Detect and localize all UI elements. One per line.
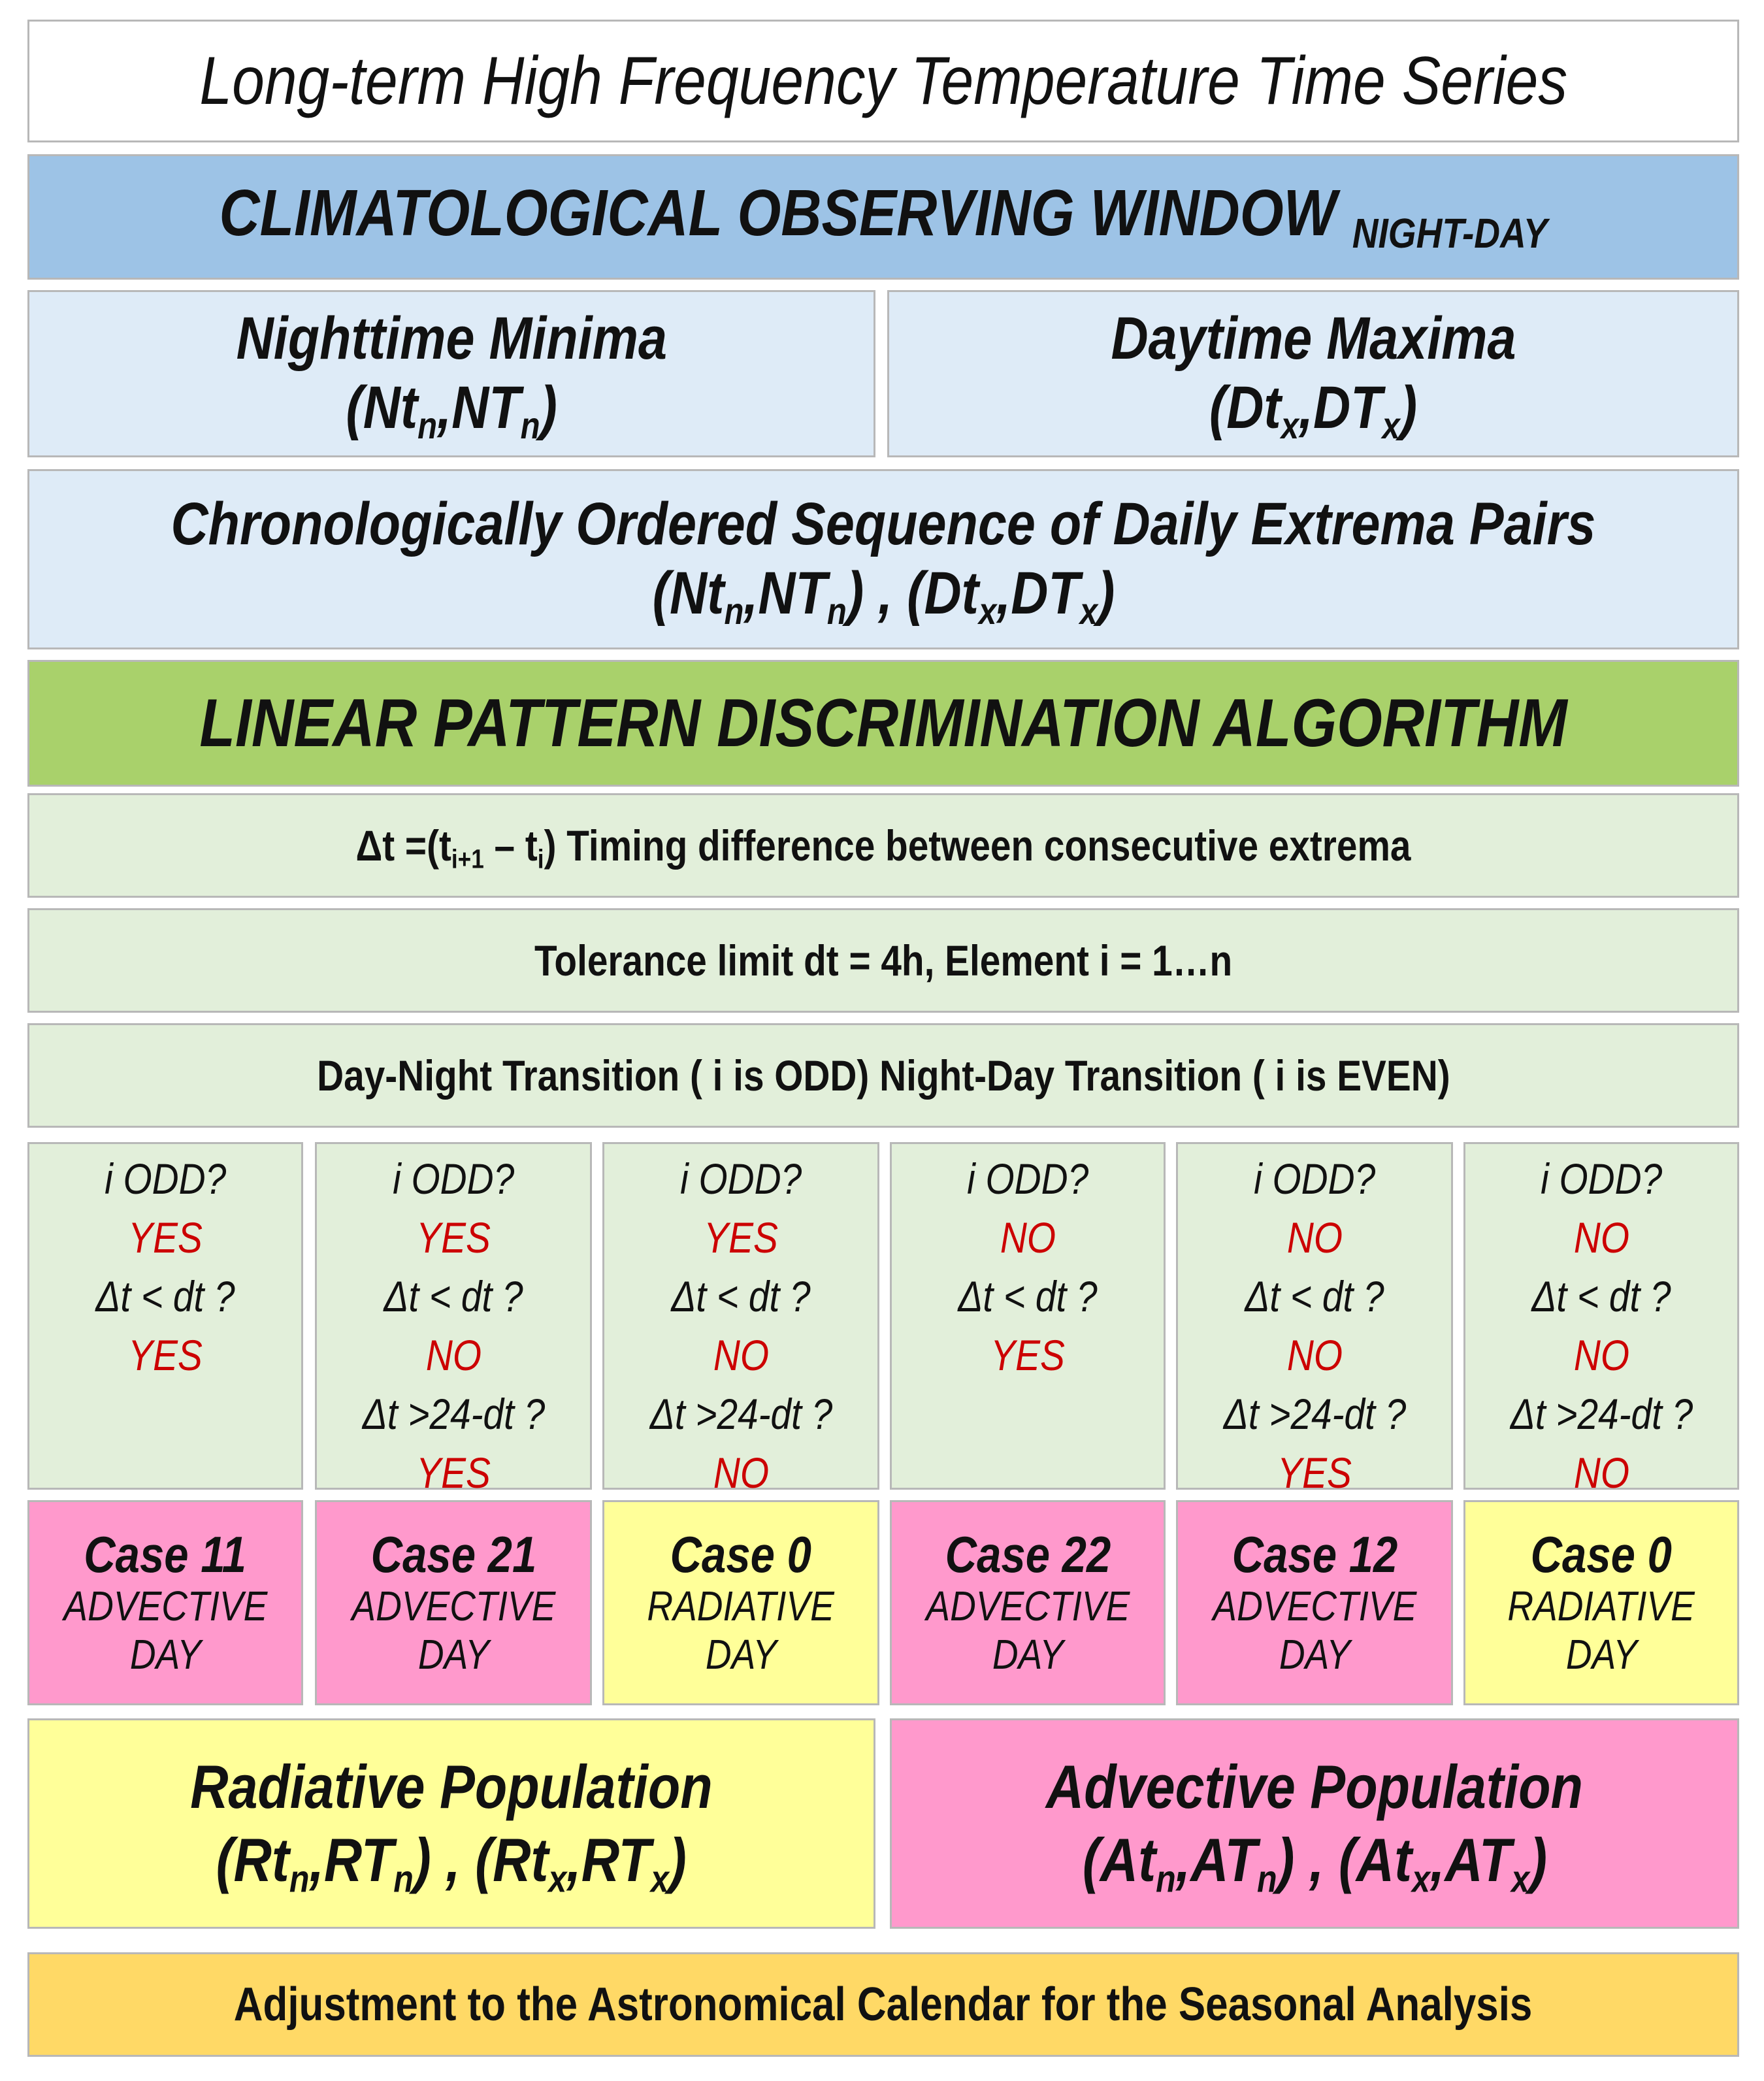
- question-greater-24-dt: Δt >24-dt ?: [1223, 1390, 1406, 1438]
- title-box: Long-term High Frequency Temperature Tim…: [27, 20, 1739, 142]
- answer-less-dt: NO: [1286, 1331, 1343, 1379]
- answer-less-dt: YES: [128, 1331, 203, 1379]
- answer-greater-24-dt: YES: [416, 1449, 491, 1497]
- case-box-5: Case 12 ADVECTIVE DAY: [1176, 1500, 1453, 1705]
- question-odd: i ODD?: [1540, 1155, 1663, 1203]
- observing-window-label: CLIMATOLOGICAL OBSERVING WINDOW NIGHT-DA…: [220, 176, 1548, 257]
- question-odd: i ODD?: [966, 1155, 1089, 1203]
- tolerance-label: Tolerance limit dt = 4h, Element i = 1…n: [534, 936, 1233, 985]
- question-odd: i ODD?: [679, 1155, 802, 1203]
- daytime-maxima-notation: (Dtx,DTx): [1209, 374, 1418, 447]
- answer-odd: YES: [704, 1213, 778, 1262]
- nighttime-minima-notation: (Ntn,NTn): [346, 374, 557, 447]
- transition-label: Day-Night Transition ( i is ODD) Night-D…: [316, 1051, 1450, 1100]
- question-less-dt: Δt < dt ?: [384, 1272, 523, 1320]
- case-type: RADIATIVE: [1507, 1582, 1695, 1630]
- answer-less-dt: NO: [425, 1331, 482, 1379]
- question-less-dt: Δt < dt ?: [958, 1272, 1098, 1320]
- case-box-4: Case 22 ADVECTIVE DAY: [890, 1500, 1166, 1705]
- case-box-2: Case 21 ADVECTIVE DAY: [315, 1500, 592, 1705]
- advective-population-box: Advective Population (Atn,ATn) , (Atx,AT…: [890, 1718, 1739, 1929]
- case-unit: DAY: [129, 1631, 201, 1678]
- answer-greater-24-dt: YES: [1277, 1449, 1352, 1497]
- tolerance-box: Tolerance limit dt = 4h, Element i = 1…n: [27, 908, 1739, 1013]
- question-column-4: i ODD? NO Δt < dt ? YES: [890, 1142, 1166, 1490]
- question-odd: i ODD?: [392, 1155, 515, 1203]
- question-odd: i ODD?: [1253, 1155, 1376, 1203]
- transition-box: Day-Night Transition ( i is ODD) Night-D…: [27, 1023, 1739, 1128]
- algorithm-label: LINEAR PATTERN DISCRIMINATION ALGORITHM: [199, 685, 1567, 761]
- adjustment-box: Adjustment to the Astronomical Calendar …: [27, 1952, 1739, 2057]
- case-title: Case 0: [1530, 1526, 1673, 1583]
- question-odd: i ODD?: [104, 1155, 227, 1203]
- case-unit: DAY: [417, 1631, 489, 1678]
- question-less-dt: Δt < dt ?: [1531, 1272, 1671, 1320]
- question-greater-24-dt: Δt >24-dt ?: [649, 1390, 832, 1438]
- case-type: ADVECTIVE: [63, 1582, 267, 1630]
- nighttime-minima-label: Nighttime Minima: [236, 305, 667, 372]
- nighttime-minima-box: Nighttime Minima (Ntn,NTn): [27, 290, 875, 457]
- question-less-dt: Δt < dt ?: [95, 1272, 235, 1320]
- radiative-population-box: Radiative Population (Rtn,RTn) , (Rtx,RT…: [27, 1718, 875, 1929]
- answer-less-dt: YES: [990, 1331, 1065, 1379]
- case-box-3: Case 0 RADIATIVE DAY: [602, 1500, 879, 1705]
- answer-odd: NO: [1573, 1213, 1629, 1262]
- timing-box: Δt =(ti+1 – ti) Timing difference betwee…: [27, 793, 1739, 898]
- answer-odd: YES: [416, 1213, 491, 1262]
- answer-odd: NO: [1286, 1213, 1343, 1262]
- case-title: Case 0: [670, 1526, 812, 1583]
- question-column-6: i ODD? NO Δt < dt ? NO Δt >24-dt ? NO: [1463, 1142, 1739, 1497]
- case-box-6: Case 0 RADIATIVE DAY: [1463, 1500, 1739, 1705]
- radiative-population-label: Radiative Population: [190, 1752, 713, 1821]
- advective-population-notation: (Atn,ATn) , (Atx,ATx): [1082, 1826, 1547, 1901]
- case-title: Case 11: [84, 1526, 247, 1583]
- daytime-maxima-box: Daytime Maxima (Dtx,DTx): [887, 290, 1739, 457]
- radiative-population-notation: (Rtn,RTn) , (Rtx,RTx): [216, 1826, 687, 1901]
- case-type: RADIATIVE: [647, 1582, 835, 1630]
- question-column-5: i ODD? NO Δt < dt ? NO Δt >24-dt ? YES: [1176, 1142, 1453, 1497]
- case-title: Case 22: [945, 1526, 1111, 1583]
- answer-less-dt: NO: [1573, 1331, 1629, 1379]
- question-column-3: i ODD? YES Δt < dt ? NO Δt >24-dt ? NO: [602, 1142, 879, 1497]
- case-type: ADVECTIVE: [1213, 1582, 1416, 1630]
- case-unit: DAY: [1279, 1631, 1350, 1678]
- case-type: ADVECTIVE: [926, 1582, 1130, 1630]
- answer-greater-24-dt: NO: [713, 1449, 769, 1497]
- diagram-title: Long-term High Frequency Temperature Tim…: [199, 42, 1567, 119]
- question-greater-24-dt: Δt >24-dt ?: [362, 1390, 545, 1438]
- case-unit: DAY: [1565, 1631, 1637, 1678]
- algorithm-box: LINEAR PATTERN DISCRIMINATION ALGORITHM: [27, 660, 1739, 787]
- case-title: Case 12: [1232, 1526, 1397, 1583]
- case-unit: DAY: [992, 1631, 1064, 1678]
- answer-odd: NO: [1000, 1213, 1056, 1262]
- observing-window-box: CLIMATOLOGICAL OBSERVING WINDOW NIGHT-DA…: [27, 154, 1739, 280]
- sequence-notation: (Ntn,NTn) , (Dtx,DTx): [652, 560, 1115, 632]
- case-title: Case 21: [370, 1526, 536, 1583]
- observing-window-sub: NIGHT-DAY: [1352, 210, 1548, 257]
- question-less-dt: Δt < dt ?: [671, 1272, 811, 1320]
- sequence-box: Chronologically Ordered Sequence of Dail…: [27, 469, 1739, 649]
- question-column-1: i ODD? YES Δt < dt ? YES: [27, 1142, 303, 1490]
- sequence-label: Chronologically Ordered Sequence of Dail…: [171, 491, 1596, 558]
- answer-odd: YES: [128, 1213, 203, 1262]
- case-unit: DAY: [705, 1631, 777, 1678]
- adjustment-label: Adjustment to the Astronomical Calendar …: [234, 1978, 1533, 2031]
- answer-less-dt: NO: [713, 1331, 769, 1379]
- answer-greater-24-dt: NO: [1573, 1449, 1629, 1497]
- question-column-2: i ODD? YES Δt < dt ? NO Δt >24-dt ? YES: [315, 1142, 592, 1497]
- case-type: ADVECTIVE: [351, 1582, 555, 1630]
- timing-label: Δt =(ti+1 – ti) Timing difference betwee…: [355, 821, 1411, 874]
- case-box-1: Case 11 ADVECTIVE DAY: [27, 1500, 303, 1705]
- question-greater-24-dt: Δt >24-dt ?: [1510, 1390, 1693, 1438]
- advective-population-label: Advective Population: [1045, 1752, 1584, 1821]
- observing-window-main: CLIMATOLOGICAL OBSERVING WINDOW: [219, 176, 1337, 250]
- daytime-maxima-label: Daytime Maxima: [1110, 305, 1516, 372]
- question-less-dt: Δt < dt ?: [1245, 1272, 1384, 1320]
